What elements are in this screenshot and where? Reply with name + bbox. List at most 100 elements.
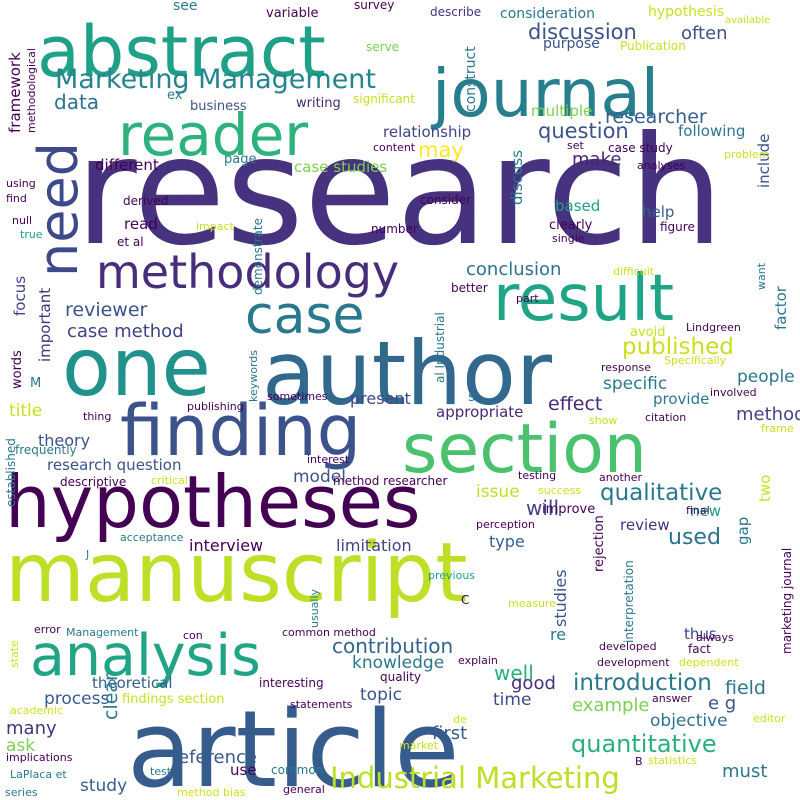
word-based: based <box>555 197 600 215</box>
word-common: common <box>271 763 323 777</box>
word-construct: construct <box>463 46 479 112</box>
word-make: make <box>572 149 621 170</box>
word-m: M <box>30 376 41 391</box>
word-important: important <box>36 288 54 362</box>
word-answer: answer <box>652 692 692 705</box>
word-variable: variable <box>266 6 318 21</box>
word-article: article <box>127 688 460 800</box>
word-hypothesis: hypothesis <box>648 4 724 20</box>
word-difficult: difficult <box>613 265 655 278</box>
word-effect: effect <box>548 393 602 415</box>
word-show: show <box>589 414 617 427</box>
word-question: question <box>538 119 629 143</box>
word-sometimes: sometimes <box>267 390 328 403</box>
word-result: result <box>493 262 674 336</box>
word-model: model <box>293 467 346 487</box>
word-type: type <box>489 532 525 551</box>
word-multiple: multiple <box>531 102 592 120</box>
word-used: used <box>668 525 721 550</box>
word-academic: academic <box>10 704 63 717</box>
word-rejection: rejection <box>592 515 607 572</box>
word-success: success <box>538 484 581 497</box>
word-publication: Publication <box>620 39 686 53</box>
word-specifically: Specifically <box>664 354 727 367</box>
word-field: field <box>725 677 766 699</box>
word-keywords: keywords <box>247 350 260 402</box>
word-introduction: introduction <box>573 670 712 696</box>
word-include: include <box>755 134 773 188</box>
word-response: response <box>601 361 651 374</box>
word-interview: interview <box>189 536 263 555</box>
word-quantitative: quantitative <box>571 730 717 758</box>
word-another: another <box>599 471 642 484</box>
word-studies: studies <box>551 569 570 627</box>
word-significant: significant <box>353 92 415 106</box>
word-good: good <box>511 673 556 694</box>
word-quality: quality <box>380 670 421 684</box>
word-will: will <box>526 496 559 520</box>
word-ask: ask <box>6 736 35 756</box>
word-issue: issue <box>476 482 520 502</box>
word-previous: previous <box>428 569 475 582</box>
word-manuscript: manuscript <box>5 526 468 621</box>
word-frequently: frequently <box>15 443 77 457</box>
word-number: number <box>371 222 418 236</box>
word-null: null <box>12 214 32 227</box>
word-common-method: common method <box>282 626 376 639</box>
word-al-industrial: al Industrial <box>433 312 447 383</box>
word-better: better <box>451 281 488 295</box>
word-analysis: analysis <box>30 623 261 689</box>
word-knowledge: knowledge <box>352 653 444 673</box>
word-business: business <box>190 99 247 114</box>
word-case-method: case method <box>67 321 184 342</box>
word-theory: theory <box>38 431 90 450</box>
word-read: read <box>124 215 158 233</box>
word-review: review <box>620 516 670 534</box>
word-methodology: methodology <box>96 245 399 299</box>
word-industrial-marketing: Industrial Marketing <box>330 761 620 795</box>
word-theoretical: theoretical <box>92 674 173 692</box>
word-author: author <box>262 322 553 425</box>
word-data: data <box>54 90 99 114</box>
word-laplaca-et: LaPlaca et <box>10 768 67 781</box>
word-survey: survey <box>354 0 394 12</box>
word-c: C <box>461 593 469 607</box>
word-re: re <box>550 625 566 644</box>
word-lindgreen: Lindgreen <box>686 321 741 334</box>
word-contribution: contribution <box>332 634 453 658</box>
word-research-question: research question <box>47 456 181 474</box>
word-method-researcher: method researcher <box>333 474 447 488</box>
word-marketing-journal: marketing journal <box>780 548 794 654</box>
word-case: case <box>245 286 365 346</box>
word-people: people <box>737 367 795 387</box>
word-purpose: purpose <box>543 36 600 52</box>
word-testing: testing <box>518 469 556 482</box>
word-impact: impact <box>196 220 235 233</box>
word-state: state <box>8 640 21 668</box>
word-study: study <box>80 776 127 796</box>
word-error: error <box>34 623 61 636</box>
word-two: two <box>756 475 774 502</box>
word-researcher: researcher <box>605 106 707 128</box>
word-words: words <box>10 350 25 389</box>
word-usually: usually <box>308 588 321 628</box>
word-implications: implications <box>6 751 73 764</box>
word-case-studies: case studies <box>294 158 387 176</box>
word-example: example <box>572 695 649 716</box>
word-established: established <box>4 438 18 507</box>
word-discussion: discussion <box>528 20 637 44</box>
word-different: different <box>95 156 159 174</box>
word-management: Management <box>66 626 139 639</box>
word-focus: focus <box>11 276 29 316</box>
word-relationship: relationship <box>383 123 471 141</box>
word-reviewer: reviewer <box>65 299 148 321</box>
word-developed: developed <box>599 640 657 653</box>
word-content: content <box>373 141 416 154</box>
word-describe: describe <box>430 5 481 19</box>
word-help: help <box>642 203 674 221</box>
word-statistics: statistics <box>648 754 697 767</box>
word-clearly: clearly <box>549 218 593 233</box>
word-avoid: avoid <box>630 325 665 340</box>
word-journal: journal <box>430 55 659 132</box>
word-problem: problem <box>724 148 770 161</box>
